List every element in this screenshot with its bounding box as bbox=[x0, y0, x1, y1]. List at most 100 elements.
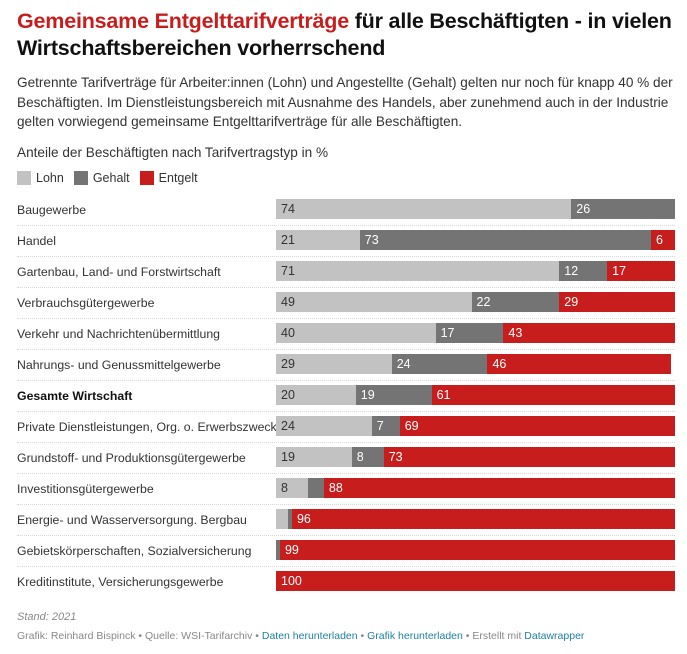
bar-segment-gehalt bbox=[307, 478, 324, 498]
legend-item-gehalt: Gehalt bbox=[73, 171, 130, 185]
chart-row: Nahrungs- und Genussmittelgewerbe 29 24 46 bbox=[17, 350, 675, 381]
legend-item-entgelt: Entgelt bbox=[139, 171, 198, 185]
data-label: 61 bbox=[436, 388, 451, 402]
legend-swatch-gehalt bbox=[73, 171, 88, 185]
data-label: 40 bbox=[281, 326, 295, 340]
separator: • bbox=[357, 630, 368, 642]
legend-label-entgelt: Entgelt bbox=[158, 171, 198, 185]
bar-segment-gehalt: 19 bbox=[355, 385, 432, 405]
data-label: 96 bbox=[296, 512, 311, 526]
bar-segment-entgelt: 100 bbox=[276, 571, 675, 591]
bar-segment-lohn: 8 bbox=[276, 478, 308, 498]
category-label: Investitionsgütergewerbe bbox=[17, 482, 154, 496]
bar-segment-lohn: 40 bbox=[276, 323, 436, 343]
data-label: 17 bbox=[612, 264, 627, 278]
category-label: Gesamte Wirtschaft bbox=[17, 389, 133, 403]
data-label: 99 bbox=[284, 543, 299, 557]
bar-segment-entgelt: 99 bbox=[279, 540, 675, 560]
chart-row: Verbrauchsgütergewerbe 49 22 29 bbox=[17, 288, 675, 319]
separator: • bbox=[135, 630, 145, 642]
category-label: Verkehr und Nachrichtenübermittlung bbox=[17, 327, 221, 341]
chart-row: Investitionsgütergewerbe 8 88 bbox=[17, 474, 675, 505]
made-with-prefix: Erstellt mit bbox=[472, 630, 525, 642]
bar-segment-gehalt: 22 bbox=[471, 292, 560, 312]
chart-row: Grundstoff- und Produktionsgütergewerbe 1… bbox=[17, 443, 675, 474]
category-label: Handel bbox=[17, 234, 56, 248]
data-label: 24 bbox=[281, 419, 295, 433]
data-label: 21 bbox=[281, 233, 295, 247]
stacked-bar: 21 73 6 bbox=[276, 230, 675, 250]
legend-swatch-lohn bbox=[17, 171, 31, 185]
bar-segment-lohn: 71 bbox=[276, 261, 560, 281]
data-label: 24 bbox=[396, 357, 411, 371]
bar-segment-lohn: 49 bbox=[276, 292, 472, 312]
bar-segment-entgelt: 69 bbox=[399, 416, 675, 436]
chart-footer: Grafik: Reinhard Bispinck • Quelle: WSI-… bbox=[17, 630, 584, 642]
legend-swatch-entgelt bbox=[139, 171, 154, 185]
chart-row: Gebietskörperschaften, Sozialversicherun… bbox=[17, 536, 675, 567]
data-label: 29 bbox=[564, 295, 579, 309]
bar-segment-entgelt: 43 bbox=[503, 323, 675, 343]
category-label: Baugewerbe bbox=[17, 203, 87, 217]
bar-segment-lohn: 21 bbox=[276, 230, 360, 250]
data-label: 19 bbox=[281, 450, 295, 464]
category-label: Verbrauchsgütergewerbe bbox=[17, 296, 155, 310]
data-label: 8 bbox=[356, 450, 364, 464]
chart-row: Kreditinstitute, Versicherungsgewerbe 100 bbox=[17, 567, 675, 598]
bar-segment-gehalt bbox=[287, 509, 292, 529]
stacked-bar: 99 bbox=[276, 540, 675, 560]
category-label: Nahrungs- und Genussmittelgewerbe bbox=[17, 358, 221, 372]
bar-segment-gehalt bbox=[276, 540, 280, 560]
chart-row: Handel 21 73 6 bbox=[17, 226, 675, 257]
bar-segment-lohn: 29 bbox=[276, 354, 392, 374]
data-label: 6 bbox=[656, 233, 663, 247]
chart-row: Verkehr und Nachrichtenübermittlung 40 17 4… bbox=[17, 319, 675, 350]
stacked-bar: 40 17 43 bbox=[276, 323, 675, 343]
chart-description: Getrennte Tarifverträge für Arbeiter:inn… bbox=[17, 75, 673, 129]
bar-segment-entgelt: 6 bbox=[651, 230, 675, 250]
separator: • bbox=[462, 630, 473, 642]
bar-segment-entgelt: 17 bbox=[607, 261, 675, 281]
data-label: 73 bbox=[364, 233, 379, 247]
bar-segment-lohn: 74 bbox=[276, 199, 572, 219]
bar-segment-gehalt: 73 bbox=[359, 230, 652, 250]
title-highlight: Gemeinsame Entgelttarifverträge bbox=[17, 9, 349, 33]
bar-segment-gehalt: 26 bbox=[571, 199, 675, 219]
chart-notes: Stand: 2021 bbox=[17, 611, 77, 623]
bar-segment-entgelt: 88 bbox=[323, 478, 675, 498]
download-data-link[interactable]: Daten herunterladen bbox=[261, 630, 358, 642]
stacked-bar: 100 bbox=[276, 571, 675, 591]
data-label: 71 bbox=[281, 264, 295, 278]
bar-segment-entgelt: 96 bbox=[291, 509, 675, 529]
bar-segment-gehalt: 24 bbox=[391, 354, 488, 374]
data-label: 20 bbox=[281, 388, 295, 402]
legend-label-gehalt: Gehalt bbox=[92, 171, 130, 185]
data-label: 7 bbox=[376, 419, 384, 433]
data-label: 46 bbox=[492, 357, 507, 371]
chart-title: Gemeinsame Entgelttarifverträge für alle… bbox=[17, 8, 677, 62]
stacked-bar: 20 19 61 bbox=[276, 385, 675, 405]
data-label: 17 bbox=[440, 326, 455, 340]
data-label: 69 bbox=[404, 419, 419, 433]
bar-segment-entgelt: 61 bbox=[431, 385, 675, 405]
download-image-link[interactable]: Grafik herunterladen bbox=[367, 630, 463, 642]
bar-segment-entgelt: 73 bbox=[383, 447, 675, 467]
stacked-bar: 74 26 bbox=[276, 199, 675, 219]
bar-segment-lohn: 19 bbox=[276, 447, 352, 467]
category-label: Gebietskörperschaften, Sozialversicherun… bbox=[17, 544, 252, 558]
bar-segment-gehalt: 12 bbox=[559, 261, 608, 281]
legend: Lohn Gehalt Entgelt bbox=[17, 171, 198, 185]
bar-segment-lohn bbox=[276, 509, 288, 529]
data-label: 19 bbox=[360, 388, 375, 402]
separator: • bbox=[252, 630, 262, 642]
category-label: Grundstoff- und Produktionsgütergewerbe bbox=[17, 451, 246, 465]
data-label: 88 bbox=[328, 481, 343, 495]
stacked-bar: 24 7 69 bbox=[276, 416, 675, 436]
category-label: Gartenbau, Land- und Forstwirtschaft bbox=[17, 265, 221, 279]
chart-row: Energie- und Wasserversorgung. Bergbau 96 bbox=[17, 505, 675, 536]
data-label: 26 bbox=[576, 202, 591, 216]
category-label: Energie- und Wasserversorgung. Bergbau bbox=[17, 513, 247, 527]
stacked-bar: 49 22 29 bbox=[276, 292, 675, 312]
source: Quelle: WSI-Tarifarchiv bbox=[144, 630, 253, 642]
datawrapper-link[interactable]: Datawrapper bbox=[524, 630, 585, 642]
